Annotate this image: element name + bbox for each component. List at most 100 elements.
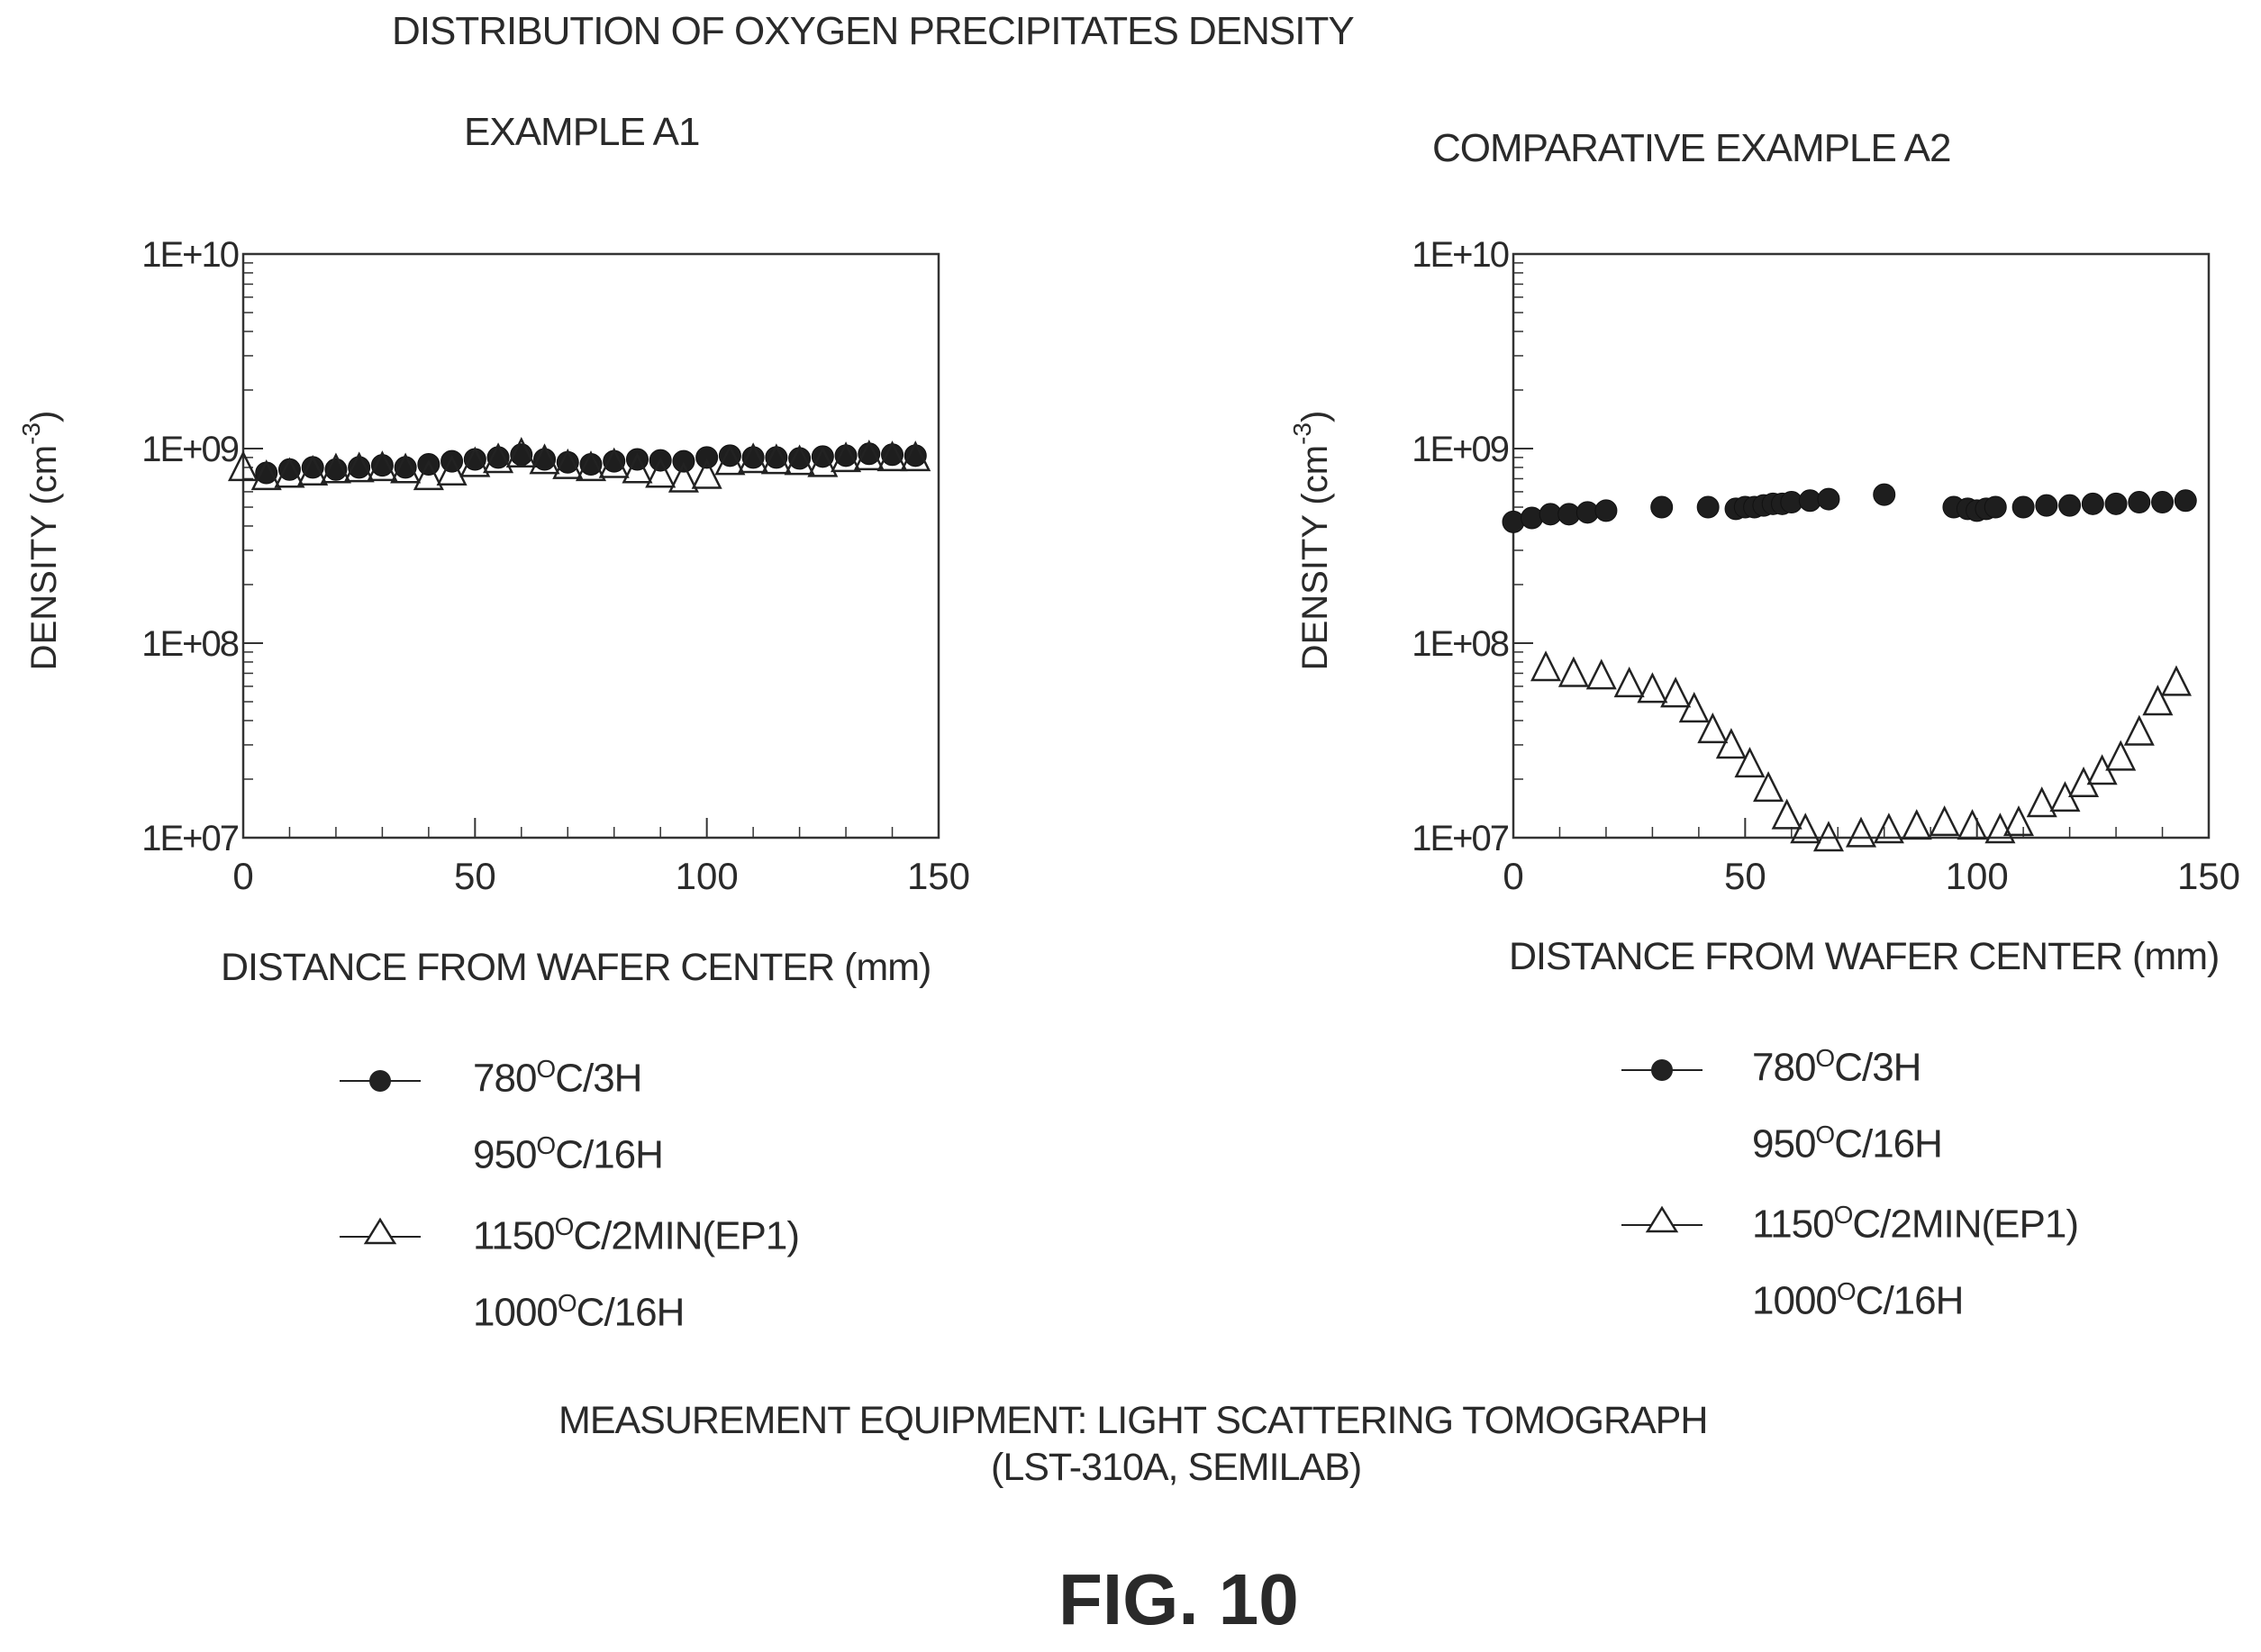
a2-ytick-label: 1E+08 <box>1412 624 1509 664</box>
a2-point-open-triangle <box>1637 672 1668 703</box>
legend-a1-series2-line2: 1000OC/16H <box>473 1288 685 1335</box>
a1-ytick-label: 1E+10 <box>141 235 239 275</box>
a1-xtick-label: 50 <box>454 855 496 897</box>
a1-point-open-triangle <box>667 461 699 493</box>
a1-point-open-triangle <box>853 440 885 471</box>
a1-point-open-triangle <box>529 443 560 475</box>
a2-point-open-triangle <box>1530 650 1562 682</box>
a1-point-open-triangle <box>760 443 792 475</box>
legend-a2-open-triangle-symbol <box>1621 1205 1703 1233</box>
a2-point-open-triangle <box>1984 812 2016 844</box>
a2-point-filled-circle <box>2081 492 2104 515</box>
legend-a2-series2-line2: 1000OC/16H <box>1752 1276 1964 1323</box>
a2-point-open-triangle <box>1678 692 1710 723</box>
a2-point-filled-circle <box>2104 492 2128 515</box>
a1-ytick-label: 1E+07 <box>141 819 239 858</box>
a1-point-open-triangle <box>552 448 584 479</box>
a2-xtick-label: 50 <box>1724 855 1766 897</box>
a1-point-open-triangle <box>227 450 259 482</box>
a1-point-open-triangle <box>274 457 305 488</box>
a2-xtick-label: 100 <box>1946 855 2009 897</box>
legend-a1-series1: 780OC/3H 950OC/16H <box>473 1036 664 1188</box>
a1-point-open-triangle <box>714 444 746 476</box>
a1-point-open-triangle <box>598 447 630 478</box>
a2-point-open-triangle <box>1734 747 1766 778</box>
a1-point-open-triangle <box>367 450 398 482</box>
a2-point-filled-circle <box>2058 494 2082 517</box>
a2-point-filled-circle <box>2151 491 2175 514</box>
a1-point-open-triangle <box>784 444 815 476</box>
a2-point-filled-circle <box>2011 495 2035 519</box>
a2-point-filled-circle <box>1502 510 1525 533</box>
a2-ytick-label: 1E+09 <box>1412 430 1509 469</box>
a2-point-filled-circle <box>1984 495 2007 519</box>
legend-a1-series2: 1150OC/2MIN(EP1) 1000OC/16H <box>473 1194 800 1346</box>
a1-ytick-label: 1E+08 <box>141 624 239 664</box>
a1-xtick-label: 100 <box>676 855 739 897</box>
legend-a2-series1: 780OC/3H 950OC/16H <box>1752 1025 1943 1177</box>
a1-ylabel: DENSITY (cm-3) <box>17 411 64 671</box>
a2-point-open-triangle <box>1557 656 1589 687</box>
a2-point-open-triangle <box>1715 728 1747 759</box>
a2-point-open-triangle <box>2026 786 2057 818</box>
a1-point-open-triangle <box>807 446 839 477</box>
a2-point-filled-circle <box>1696 495 1720 519</box>
a1-point-filled-circle <box>348 456 371 479</box>
legend-a2-series1-line1: 780OC/3H <box>1752 1044 1921 1090</box>
a2-point-filled-circle <box>1521 506 1544 530</box>
a2-point-open-triangle <box>1873 812 1904 844</box>
a2-point-open-triangle <box>2142 685 2174 716</box>
a1-point-open-triangle <box>459 446 491 477</box>
figure-title: DISTRIBUTION OF OXYGEN PRECIPITATES DENS… <box>392 9 1355 53</box>
a2-point-filled-circle <box>1650 495 1674 519</box>
a1-ytick-label: 1E+09 <box>141 430 239 469</box>
a1-point-filled-circle <box>695 446 719 469</box>
a2-ytick-label: 1E+07 <box>1412 819 1509 858</box>
a1-point-open-triangle <box>413 459 444 491</box>
a2-point-open-triangle <box>1929 805 1960 837</box>
a2-point-open-triangle <box>2002 805 2035 837</box>
measurement-equipment-note: MEASUREMENT EQUIPMENT: LIGHT SCATTERING … <box>558 1399 1708 1442</box>
a1-point-open-triangle <box>900 440 931 472</box>
a2-point-filled-circle <box>1817 487 1840 511</box>
a2-point-open-triangle <box>1812 821 1844 852</box>
a2-point-open-triangle <box>2123 714 2155 746</box>
a1-point-open-triangle <box>622 452 653 484</box>
legend-a1-series1-line2: 950OC/16H <box>473 1130 664 1177</box>
a2-ylabel: DENSITY (cm-3) <box>1288 411 1335 671</box>
a2-point-open-triangle <box>2105 740 2137 771</box>
a1-point-open-triangle <box>691 458 722 489</box>
legend-a2-series2: 1150OC/2MIN(EP1) 1000OC/16H <box>1752 1182 2079 1334</box>
a1-point-open-triangle <box>297 454 329 486</box>
measurement-equipment-model: (LST-310A, SEMILAB) <box>991 1446 1362 1489</box>
legend-a2-filled-circle-symbol <box>1621 1059 1703 1081</box>
legend-a2-series1-line2: 950OC/16H <box>1752 1120 1943 1166</box>
a1-point-open-triangle <box>343 451 375 483</box>
a1-point-open-triangle <box>575 450 607 482</box>
a2-point-open-triangle <box>1660 676 1692 708</box>
a2-point-open-triangle <box>2160 665 2192 696</box>
figure-label: FIG. 10 <box>1058 1559 1299 1639</box>
a1-point-open-triangle <box>505 437 537 468</box>
a1-point-open-triangle <box>645 457 676 488</box>
a2-point-open-triangle <box>1957 809 1988 840</box>
a1-xtick-label: 150 <box>907 855 970 897</box>
a1-point-open-triangle <box>738 442 769 474</box>
a2-point-filled-circle <box>1594 499 1618 522</box>
a2-point-filled-circle <box>2128 491 2151 514</box>
a2-point-open-triangle <box>1585 658 1617 690</box>
a1-xtick-label: 0 <box>232 855 253 897</box>
a2-ytick-label: 1E+10 <box>1412 235 1509 275</box>
legend-a1-filled-circle-symbol <box>340 1070 421 1092</box>
a1-point-open-triangle <box>320 452 351 484</box>
a2-point-open-triangle <box>1753 771 1784 803</box>
legend-a2-series2-line1: 1150OC/2MIN(EP1) <box>1752 1201 2079 1247</box>
a1-point-open-triangle <box>831 441 862 473</box>
a2-point-open-triangle <box>1845 816 1877 848</box>
chart-a1-title: EXAMPLE A1 <box>464 110 700 154</box>
a2-point-open-triangle <box>1901 809 1932 840</box>
chart-a2-title: COMPARATIVE EXAMPLE A2 <box>1432 126 1951 170</box>
a2-xtick-label: 150 <box>2177 855 2240 897</box>
